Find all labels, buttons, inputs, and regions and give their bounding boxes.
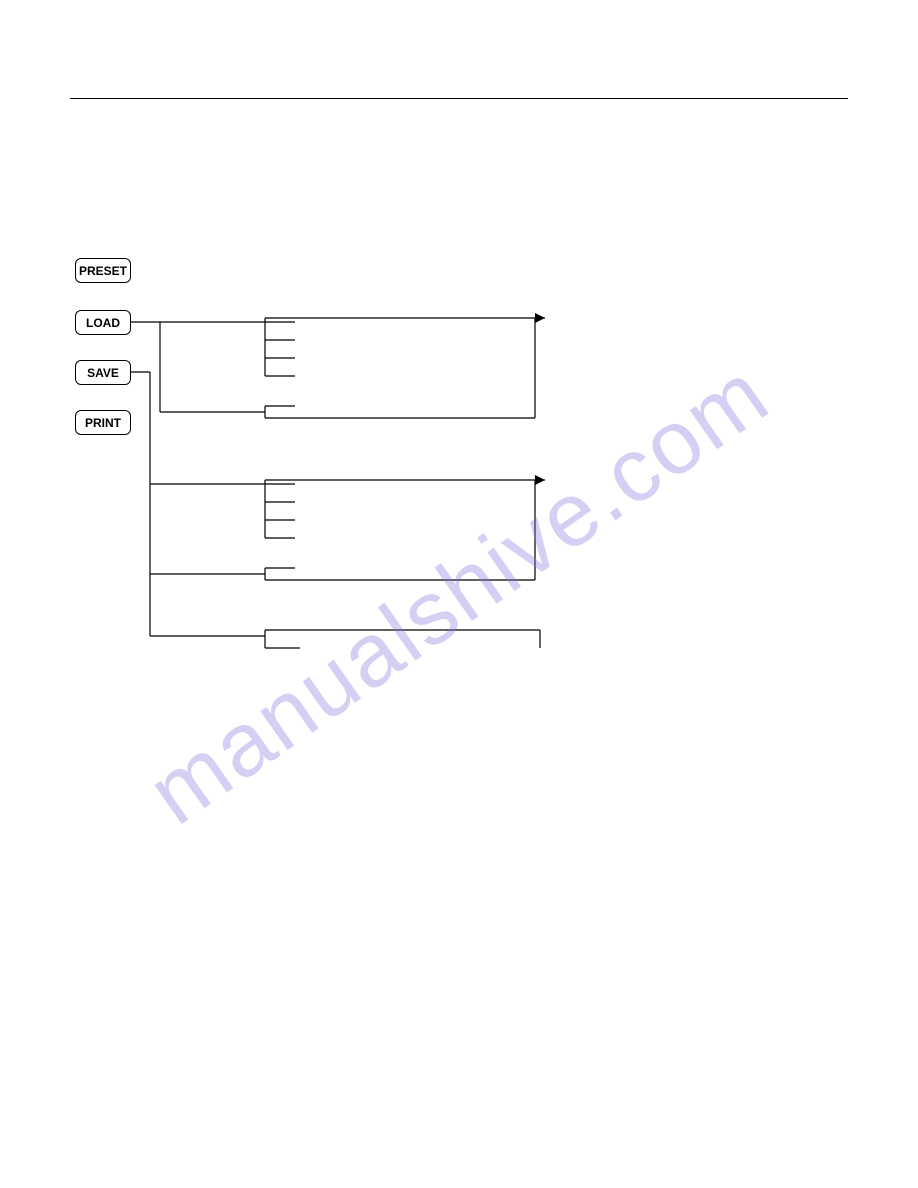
page: PRESET LOAD SAVE PRINT (0, 0, 918, 1188)
print-button[interactable]: PRINT (75, 410, 131, 435)
preset-button[interactable]: PRESET (75, 258, 131, 283)
header-rule (70, 98, 848, 99)
diagram-lines (0, 0, 918, 1188)
save-button[interactable]: SAVE (75, 360, 131, 385)
watermark-text: manualshive.com (130, 342, 787, 845)
load-button[interactable]: LOAD (75, 310, 131, 335)
